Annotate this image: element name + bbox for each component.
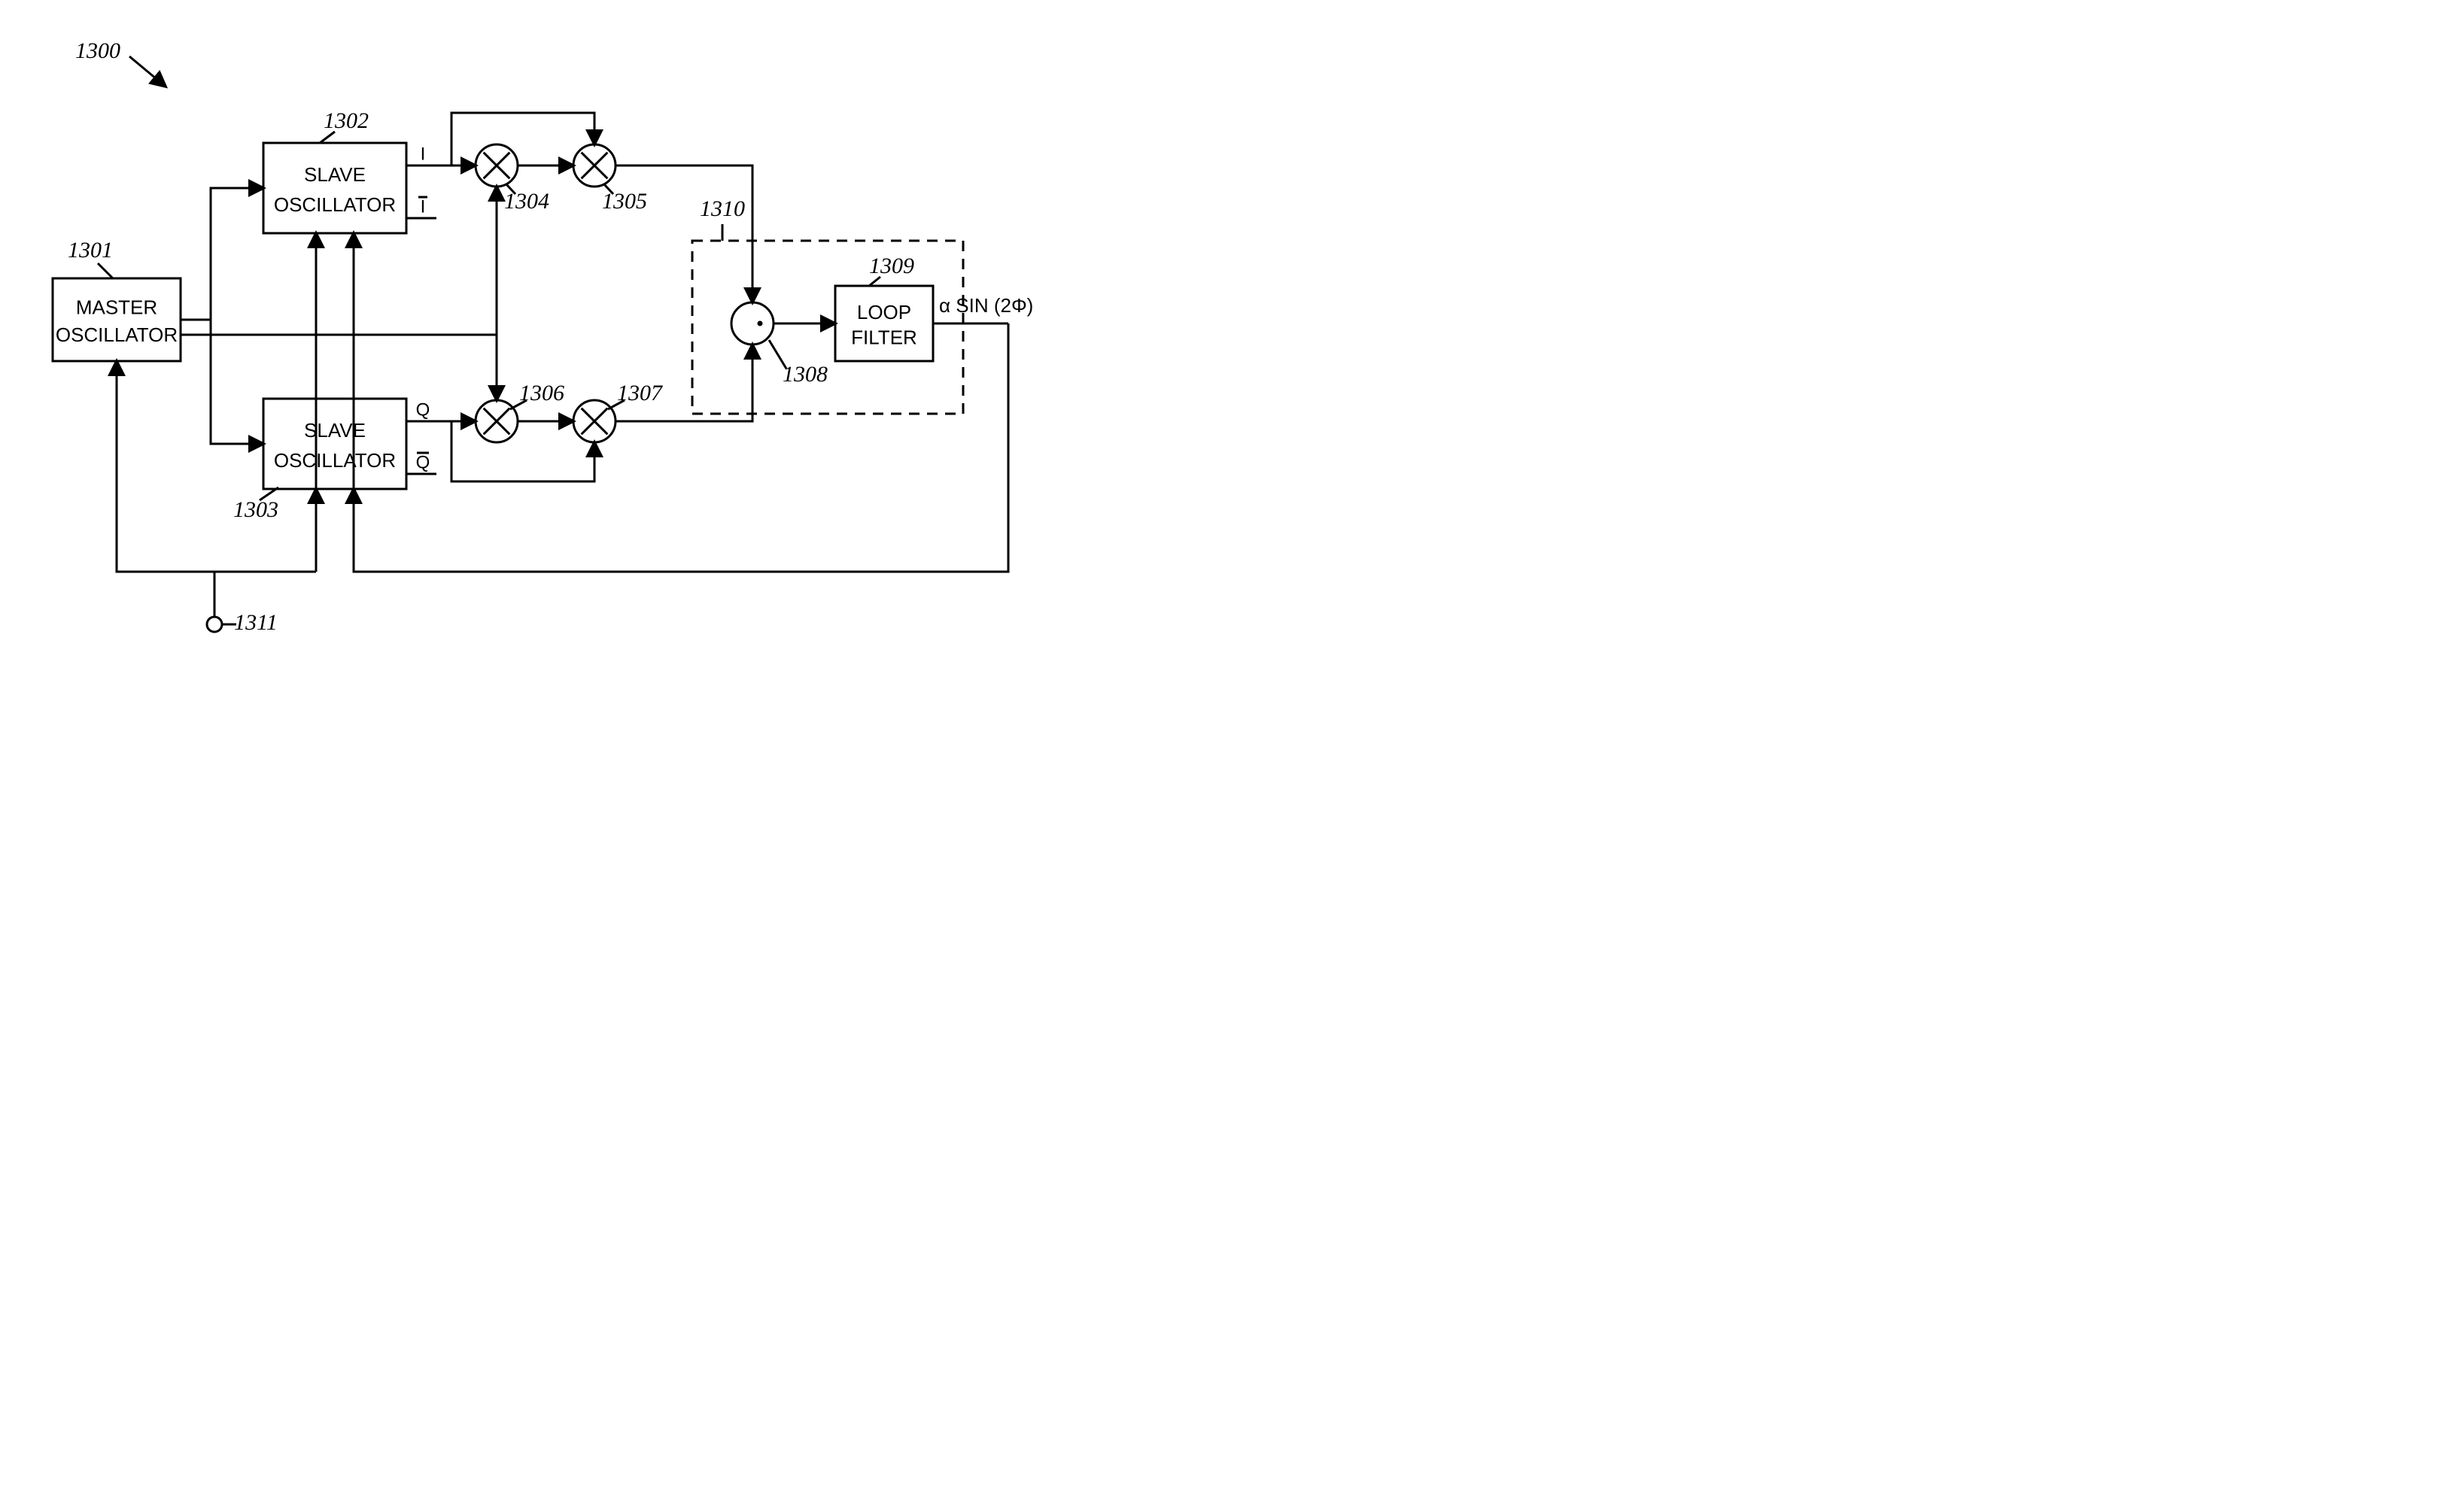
svg-text:1302: 1302 [324,108,369,133]
svg-text:1300: 1300 [75,38,120,63]
svg-text:1308: 1308 [783,362,828,387]
svg-text:Q: Q [416,452,430,472]
svg-text:FILTER: FILTER [851,326,917,349]
svg-text:OSCILLATOR: OSCILLATOR [274,449,396,472]
svg-text:MASTER: MASTER [76,296,157,319]
svg-text:Q: Q [416,399,430,420]
svg-text:OSCILLATOR: OSCILLATOR [56,323,178,346]
svg-text:1303: 1303 [233,497,278,522]
svg-text:1305: 1305 [602,189,647,214]
svg-text:OSCILLATOR: OSCILLATOR [274,193,396,216]
svg-text:1310: 1310 [700,196,745,221]
svg-text:SLAVE: SLAVE [304,163,366,186]
svg-text:α SIN (2Φ): α SIN (2Φ) [939,294,1033,317]
svg-text:I: I [421,196,426,217]
svg-text:1311: 1311 [234,610,278,635]
svg-text:SLAVE: SLAVE [304,419,366,442]
svg-text:1304: 1304 [504,189,549,214]
svg-text:1301: 1301 [68,238,113,263]
svg-text:I: I [421,144,426,164]
svg-text:1309: 1309 [869,254,914,278]
svg-text:LOOP: LOOP [857,301,911,323]
